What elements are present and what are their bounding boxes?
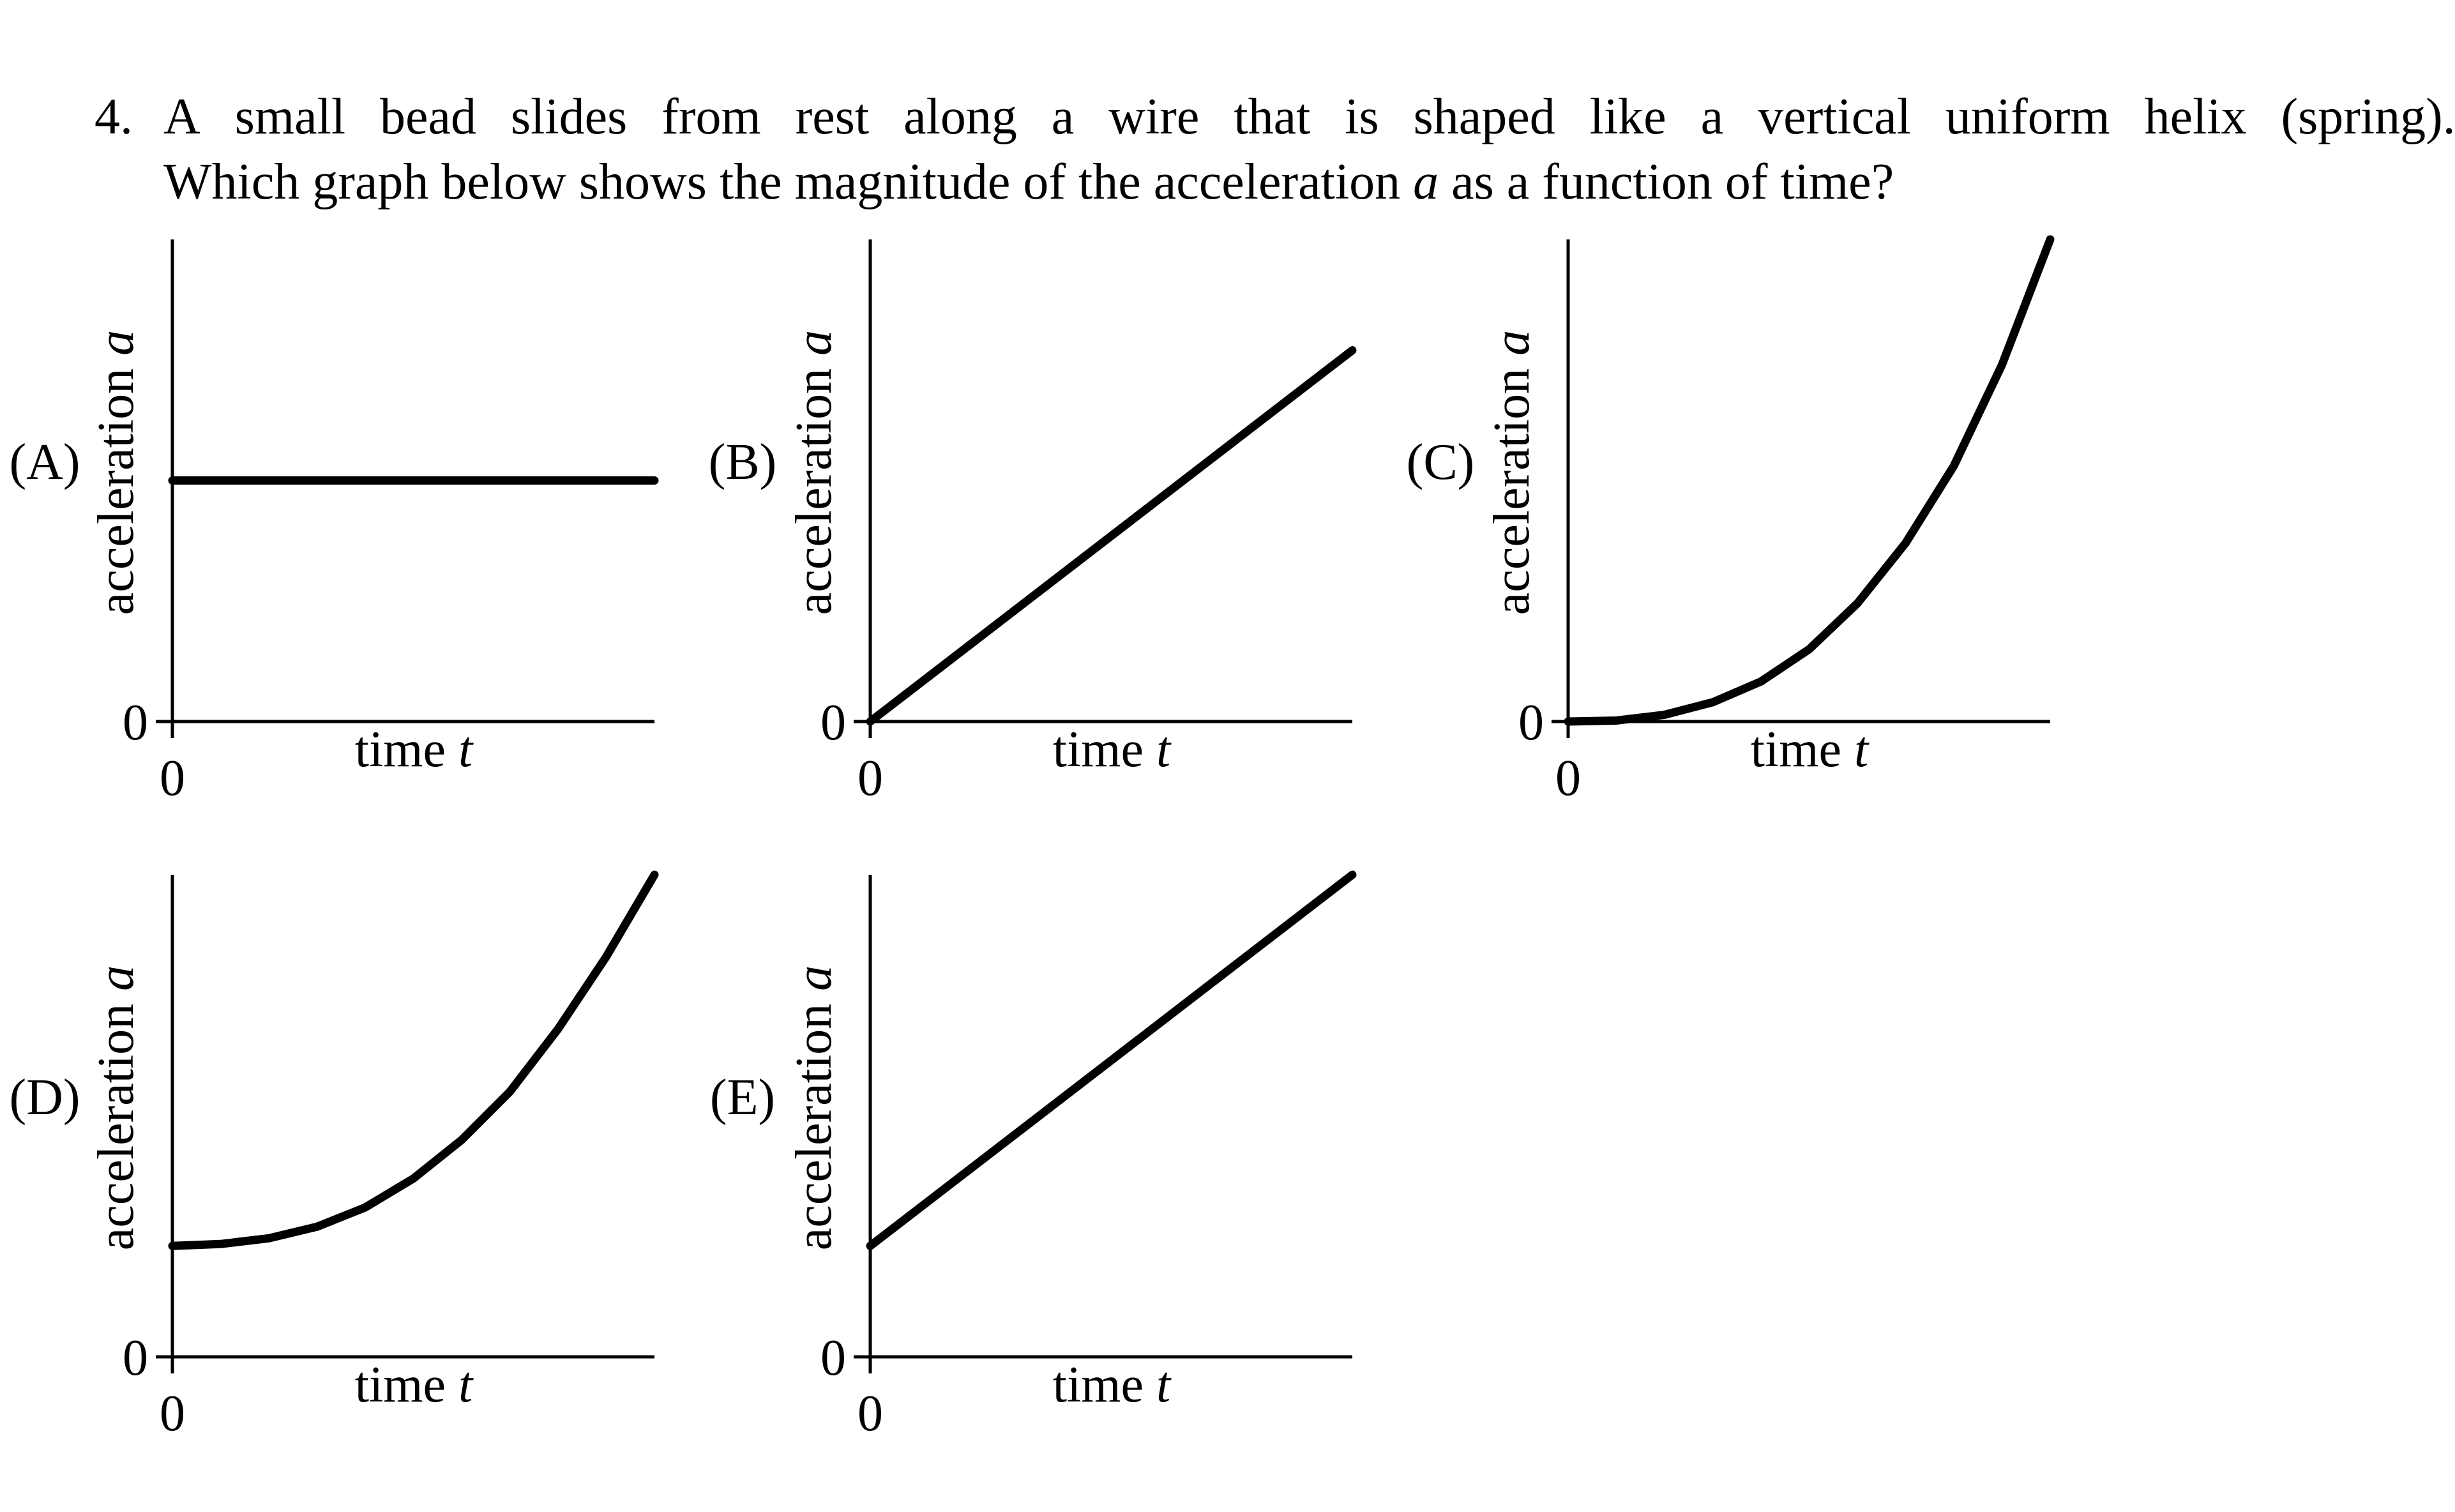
x-tick-label: 0 [160, 750, 185, 806]
x-axis-label: time t [1053, 1357, 1172, 1413]
y-axis-label-word: acceleration [88, 356, 144, 615]
y-tick-label: 0 [123, 695, 148, 751]
x-tick-label: 0 [857, 1386, 883, 1442]
data-curve [866, 346, 1357, 726]
question-variable-a: a [1413, 154, 1439, 210]
graph-label: (D) [9, 1070, 80, 1126]
y-axis-label-variable: a [1484, 330, 1540, 356]
y-tick-label: 0 [123, 1330, 148, 1386]
y-axis-label-word: acceleration [1484, 356, 1540, 615]
x-axis-label: time t [355, 722, 474, 778]
question-word: like [1589, 89, 1666, 145]
question-word: uniform [1945, 89, 2110, 145]
question-word: wire [1108, 89, 1200, 145]
question-word: along [903, 89, 1017, 145]
y-axis-label-variable: a [786, 965, 842, 991]
y-axis-label: acceleration a [88, 965, 144, 1250]
question-word: that [1234, 89, 1311, 145]
x-axis-label-word: time [1053, 722, 1156, 778]
y-axis-label-word: acceleration [88, 991, 144, 1250]
x-axis-label: time t [1751, 722, 1870, 778]
y-axis-label: acceleration a [786, 965, 842, 1250]
x-axis-label-variable: t [1854, 722, 1870, 778]
y-axis-label-word: acceleration [786, 991, 842, 1250]
x-axis-label-word: time [355, 722, 458, 778]
x-axis-label-variable: t [458, 722, 474, 778]
x-tick-label: 0 [160, 1386, 185, 1442]
graph-label: (C) [1407, 434, 1475, 490]
question-word: rest [795, 89, 870, 145]
y-axis-label-variable: a [88, 965, 144, 991]
x-axis-label-variable: t [1156, 722, 1172, 778]
x-tick-label: 0 [1555, 750, 1581, 806]
graph-label: (B) [709, 434, 777, 490]
graph-label: (E) [710, 1070, 775, 1126]
question-line-2-pre: Which graph below shows the magnitude of… [163, 154, 1414, 210]
y-axis-label: acceleration a [1484, 330, 1540, 615]
question-word: a [1051, 89, 1075, 145]
question-word: vertical [1758, 89, 1911, 145]
question-word: A [163, 89, 200, 145]
y-tick-label: 0 [820, 695, 846, 751]
x-axis-label: time t [1053, 722, 1172, 778]
y-axis-label: acceleration a [88, 330, 144, 615]
question-word: is [1345, 89, 1379, 145]
data-curve [168, 870, 659, 1250]
y-axis-label-variable: a [88, 330, 144, 356]
question-word: from [661, 89, 761, 145]
question-word: small [234, 89, 346, 145]
x-axis-label-word: time [355, 1357, 458, 1413]
graph-label: (A) [9, 434, 80, 490]
question-word: shaped [1413, 89, 1555, 145]
question-line-2: Which graph below shows the magnitude of… [163, 149, 1894, 215]
y-tick-label: 0 [1518, 695, 1544, 751]
x-axis-label-word: time [1751, 722, 1854, 778]
question-word: slides [510, 89, 628, 145]
y-axis-label: acceleration a [786, 330, 842, 615]
question-word: bead [380, 89, 477, 145]
x-tick-label: 0 [857, 750, 883, 806]
data-curve [866, 870, 1357, 1250]
question-word: a [1700, 89, 1724, 145]
y-axis-label-variable: a [786, 330, 842, 356]
x-axis-label-variable: t [1156, 1357, 1172, 1413]
question-line-2-post: as a function of time? [1439, 154, 1894, 210]
x-axis-label: time t [355, 1357, 474, 1413]
y-axis-label-word: acceleration [786, 356, 842, 615]
question-word: (spring). [2281, 89, 2455, 145]
question-word: helix [2144, 89, 2247, 145]
x-axis-label-word: time [1053, 1357, 1156, 1413]
y-tick-label: 0 [820, 1330, 846, 1386]
x-axis-label-variable: t [458, 1357, 474, 1413]
data-curve [1564, 235, 2055, 726]
question-number: 4. [94, 89, 133, 145]
